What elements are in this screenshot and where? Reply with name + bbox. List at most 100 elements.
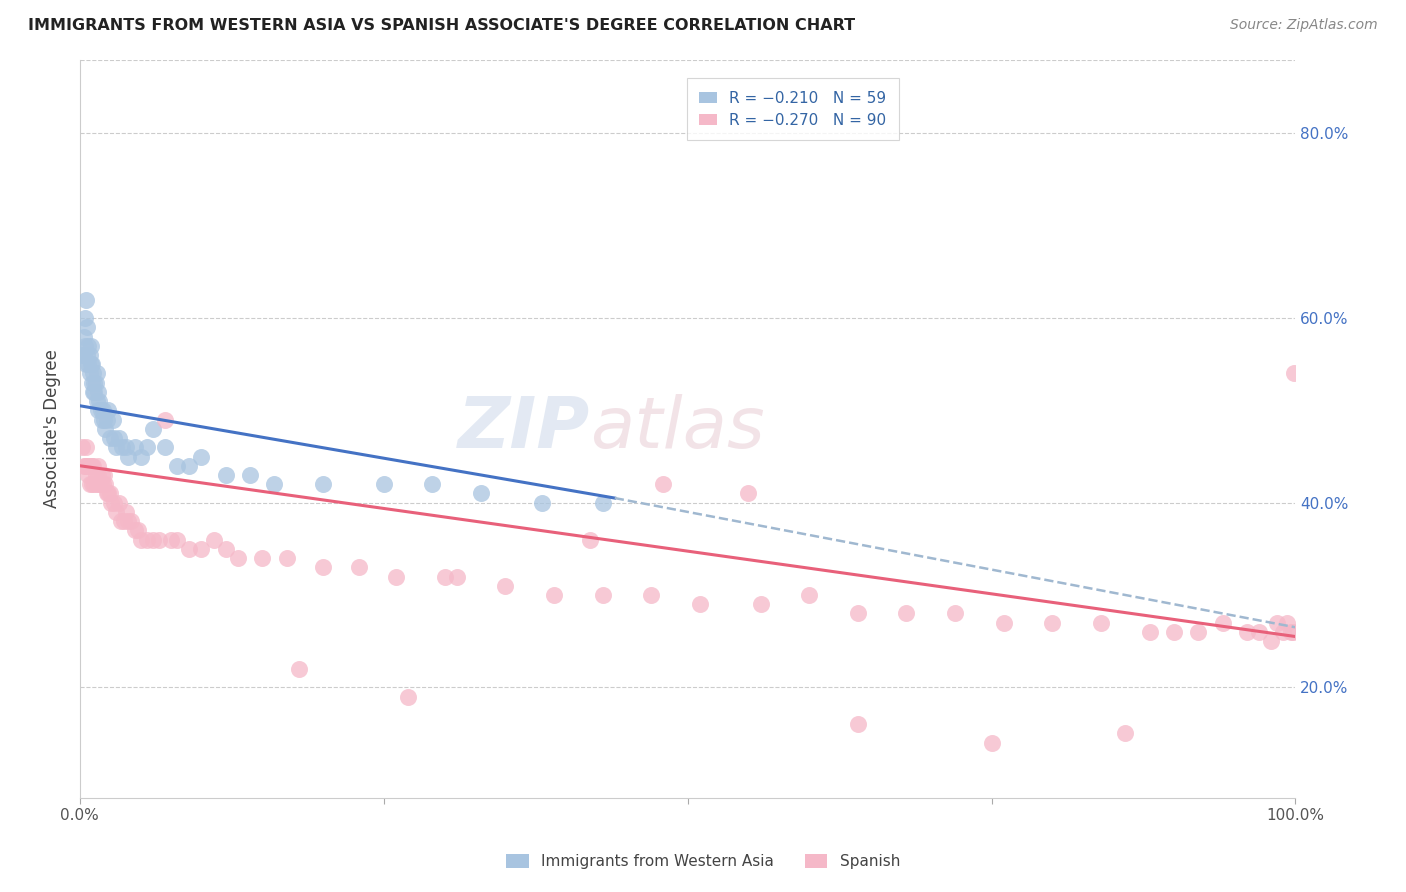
Point <box>579 533 602 547</box>
Point <box>77 458 100 473</box>
Point <box>93 412 115 426</box>
Point <box>75 440 97 454</box>
Point <box>250 551 273 566</box>
Point <box>543 588 565 602</box>
Point <box>103 431 125 445</box>
Point <box>72 348 94 362</box>
Point <box>1260 634 1282 648</box>
Point <box>72 348 94 362</box>
Point <box>846 607 869 621</box>
Point <box>135 533 157 547</box>
Point <box>287 662 309 676</box>
Point <box>166 458 188 473</box>
Point <box>80 458 103 473</box>
Point <box>89 477 111 491</box>
Point <box>90 412 112 426</box>
Text: atlas: atlas <box>591 394 765 463</box>
Point <box>846 717 869 731</box>
Point <box>120 514 142 528</box>
Point <box>115 505 138 519</box>
Point <box>77 467 100 482</box>
Point <box>1284 367 1306 381</box>
Point <box>592 496 614 510</box>
Point <box>312 477 335 491</box>
Point <box>90 477 112 491</box>
Point <box>896 607 918 621</box>
Point <box>349 560 371 574</box>
Point <box>98 431 121 445</box>
Point <box>73 311 96 326</box>
Point <box>1090 615 1112 630</box>
Legend: R = −0.210   N = 59, R = −0.270   N = 90: R = −0.210 N = 59, R = −0.270 N = 90 <box>686 78 898 140</box>
Point <box>107 431 129 445</box>
Point <box>91 403 114 417</box>
Point <box>94 477 117 491</box>
Point <box>97 403 120 417</box>
Point <box>86 367 108 381</box>
Point <box>1279 624 1302 639</box>
Point <box>494 579 516 593</box>
Point <box>1275 615 1298 630</box>
Point <box>373 477 395 491</box>
Point <box>79 477 101 491</box>
Point <box>1212 615 1234 630</box>
Point <box>72 440 94 454</box>
Point <box>530 496 553 510</box>
Point <box>263 477 285 491</box>
Text: Source: ZipAtlas.com: Source: ZipAtlas.com <box>1230 18 1378 32</box>
Point <box>202 533 225 547</box>
Point <box>111 440 134 454</box>
Point <box>87 458 110 473</box>
Point <box>76 348 98 362</box>
Point <box>689 597 711 611</box>
Point <box>117 450 139 464</box>
Point <box>80 339 103 353</box>
Point <box>80 357 103 371</box>
Point <box>80 357 103 371</box>
Point <box>76 320 98 334</box>
Point <box>153 412 176 426</box>
Point <box>1265 615 1288 630</box>
Point <box>396 690 419 704</box>
Point <box>72 458 94 473</box>
Point <box>422 477 444 491</box>
Point <box>446 569 468 583</box>
Text: ZIP: ZIP <box>458 394 591 463</box>
Point <box>179 541 201 556</box>
Point <box>129 533 152 547</box>
Point <box>73 339 96 353</box>
Point <box>86 477 108 491</box>
Point <box>80 458 103 473</box>
Point <box>105 505 128 519</box>
Point <box>652 477 675 491</box>
Point <box>179 458 201 473</box>
Point <box>89 394 111 409</box>
Point <box>190 450 212 464</box>
Point <box>84 376 107 390</box>
Point <box>94 422 117 436</box>
Point <box>86 394 108 409</box>
Point <box>943 607 966 621</box>
Point <box>101 412 124 426</box>
Point <box>160 533 183 547</box>
Point <box>91 477 114 491</box>
Point <box>84 467 107 482</box>
Point <box>79 348 101 362</box>
Point <box>385 569 408 583</box>
Point <box>1272 624 1295 639</box>
Text: IMMIGRANTS FROM WESTERN ASIA VS SPANISH ASSOCIATE'S DEGREE CORRELATION CHART: IMMIGRANTS FROM WESTERN ASIA VS SPANISH … <box>28 18 855 33</box>
Point <box>135 440 157 454</box>
Point <box>76 458 98 473</box>
Point <box>96 486 118 500</box>
Point <box>110 514 132 528</box>
Point <box>1282 624 1305 639</box>
Point <box>72 329 94 343</box>
Point <box>980 736 1002 750</box>
Point <box>129 450 152 464</box>
Point <box>1139 624 1161 639</box>
Point <box>124 524 146 538</box>
Point <box>1247 624 1270 639</box>
Point <box>127 524 149 538</box>
Point <box>77 357 100 371</box>
Point <box>98 486 121 500</box>
